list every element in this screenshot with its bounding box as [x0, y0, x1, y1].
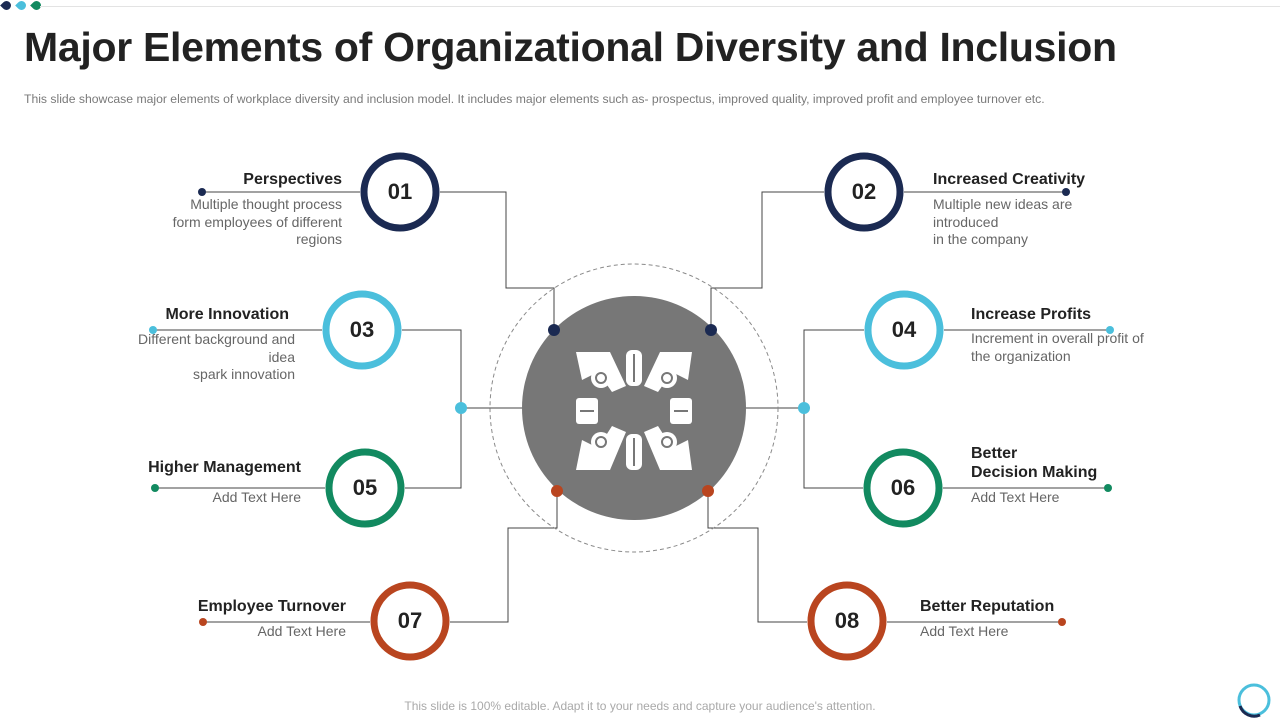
connector-02-trunk	[710, 191, 824, 330]
junction-cyan-right	[798, 402, 810, 414]
dot-07-end	[199, 618, 207, 626]
top-rule	[40, 6, 1280, 7]
element-04-title: Increase Profits	[971, 306, 1092, 323]
number-rings	[322, 152, 944, 661]
junction-rust-right	[702, 485, 714, 497]
ring-07	[370, 581, 450, 661]
element-05-label: Higher Management Add Text Here	[61, 458, 301, 507]
element-01-number: 01	[387, 179, 413, 204]
element-01-description: Multiple thought process form employees …	[172, 196, 342, 247]
dot-08-end	[1058, 618, 1066, 626]
dashed-outer-ring	[489, 263, 779, 553]
element-05-title: Higher Management	[148, 459, 301, 476]
connector-lines	[153, 191, 1110, 623]
dot-03-end	[149, 326, 157, 334]
element-07-label: Employee Turnover Add Text Here	[106, 597, 346, 641]
element-06-title: Better Decision Making	[971, 445, 1098, 481]
ring-06	[863, 448, 943, 528]
element-04-number: 04	[891, 317, 917, 342]
ring-02	[824, 152, 904, 232]
junction-rust-left	[551, 485, 563, 497]
junction-navy-right	[705, 324, 717, 336]
ring-05	[325, 448, 405, 528]
element-02-title: Increased Creativity	[933, 171, 1086, 188]
element-07-number: 07	[397, 608, 423, 633]
element-05-description: Add Text Here	[212, 489, 301, 505]
connector-03-trunk	[402, 329, 462, 489]
corner-logo-icon	[1237, 683, 1271, 718]
element-02-label: Increased Creativity Multiple new ideas …	[933, 170, 1173, 249]
element-08-description: Add Text Here	[920, 623, 1009, 639]
junction-navy-left	[548, 324, 560, 336]
element-08-title: Better Reputation	[920, 598, 1055, 615]
element-04-label: Increase Profits Increment in overall pr…	[971, 305, 1211, 365]
element-03-number: 03	[349, 317, 375, 342]
element-06-number: 06	[890, 475, 916, 500]
connector-08-trunk	[707, 491, 807, 623]
element-03-title: More Innovation	[165, 306, 289, 323]
element-01-title: Perspectives	[243, 171, 342, 188]
element-04-description: Increment in overall profit of the organ…	[971, 330, 1144, 364]
element-01-label: Perspectives Multiple thought process fo…	[102, 170, 342, 249]
dot-04-end	[1106, 326, 1114, 334]
dot-05-end	[151, 484, 159, 492]
element-03-description: Different background and idea spark inno…	[138, 331, 295, 382]
element-06-label: Better Decision Making Add Text Here	[971, 444, 1211, 507]
element-08-label: Better Reputation Add Text Here	[920, 597, 1160, 641]
endpoint-dots	[149, 188, 1114, 626]
element-02-description: Multiple new ideas are introduced in the…	[933, 196, 1073, 247]
page-subtitle: This slide showcase major elements of wo…	[24, 92, 1045, 106]
element-03-label: More Innovation Different background and…	[55, 305, 295, 384]
connector-07-trunk	[450, 491, 558, 623]
element-06-description: Add Text Here	[971, 489, 1060, 505]
ring-04	[864, 290, 944, 370]
junction-cyan-left	[455, 402, 467, 414]
footer-note: This slide is 100% editable. Adapt it to…	[404, 699, 876, 713]
dot-06-end	[1104, 484, 1112, 492]
element-07-title: Employee Turnover	[197, 598, 346, 615]
connector-01-trunk	[440, 191, 555, 330]
dot-01-end	[198, 188, 206, 196]
element-05-number: 05	[352, 475, 378, 500]
ring-03	[322, 290, 402, 370]
center-icon-detail	[580, 354, 688, 466]
ring-01	[360, 152, 440, 232]
connector-04-trunk	[803, 329, 864, 489]
element-07-description: Add Text Here	[257, 623, 346, 639]
ring-08	[807, 581, 887, 661]
dot-02-end	[1062, 188, 1070, 196]
element-02-number: 02	[851, 179, 877, 204]
page-title: Major Elements of Organizational Diversi…	[24, 24, 1117, 70]
element-08-number: 08	[834, 608, 860, 633]
